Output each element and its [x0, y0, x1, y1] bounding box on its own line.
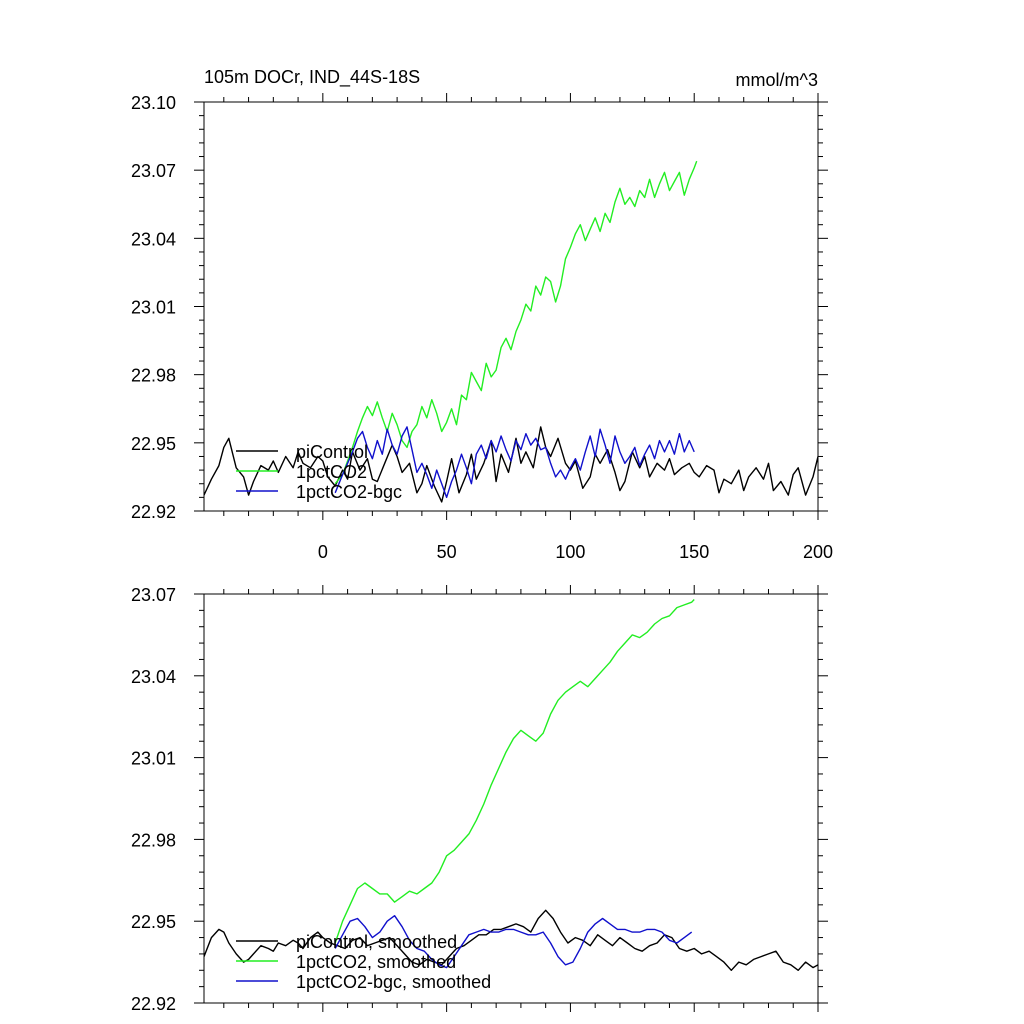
top-y-tick-label: 22.95 [131, 434, 176, 454]
top-y-tick-label: 23.07 [131, 161, 176, 181]
bottom-series-line-1 [334, 599, 695, 944]
top-legend-label: 1pctCO2 [296, 462, 367, 482]
top-x-tick-label: 150 [679, 542, 709, 562]
bottom-legend-label: piControl, smoothed [296, 932, 457, 952]
top-y-ticks [194, 101, 828, 512]
top-y-tick-label: 23.01 [131, 298, 176, 318]
top-legend-label: 1pctCO2-bgc [296, 482, 402, 502]
units-label: mmol/m^3 [736, 70, 818, 90]
bottom-panel: 22.92 22.95 22.98 23.01 23.04 23.07 piControl,… [131, 585, 828, 1014]
top-y-tick-label: 23.10 [131, 93, 176, 113]
bottom-legend-label: 1pctCO2-bgc, smoothed [296, 972, 491, 992]
top-x-ticks [223, 93, 819, 520]
bottom-series-line-0 [204, 909, 818, 971]
top-legend-label: piControl [296, 442, 368, 462]
top-x-tick-label: 0 [318, 542, 328, 562]
bottom-x-ticks [223, 585, 819, 1012]
top-y-tick-label: 22.98 [131, 366, 176, 386]
bottom-y-tick-label: 22.92 [131, 994, 176, 1014]
top-series-line-1 [334, 160, 698, 485]
top-panel: 0 50 100 150 200 22.92 22.95 22.98 23.01 23.04 23.… [131, 93, 833, 562]
bottom-y-tick-label: 22.98 [131, 830, 176, 850]
top-y-tick-label: 22.92 [131, 502, 176, 522]
top-y-tick-label: 23.04 [131, 229, 176, 249]
top-x-tick-label: 50 [437, 542, 457, 562]
bottom-series-line-2 [334, 915, 693, 969]
chart-title: 105m DOCr, IND_44S-18S [204, 67, 420, 88]
top-series-line-2 [334, 426, 695, 499]
bottom-y-tick-label: 23.01 [131, 749, 176, 769]
bottom-y-tick-label: 23.07 [131, 585, 176, 605]
bottom-legend-label: 1pctCO2, smoothed [296, 952, 456, 972]
bottom-y-tick-label: 23.04 [131, 667, 176, 687]
bottom-y-tick-label: 22.95 [131, 912, 176, 932]
bottom-plot-frame [203, 593, 819, 1004]
bottom-y-ticks [194, 593, 828, 1004]
top-x-tick-label: 100 [555, 542, 585, 562]
top-x-tick-label: 200 [803, 542, 833, 562]
